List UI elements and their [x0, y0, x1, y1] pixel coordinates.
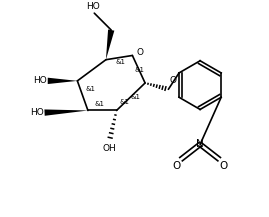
Text: HO: HO	[86, 2, 100, 11]
Text: &1: &1	[134, 67, 144, 73]
Text: HO: HO	[30, 108, 44, 117]
Text: O: O	[219, 161, 228, 171]
Text: O: O	[173, 161, 181, 171]
Text: &1: &1	[131, 94, 141, 100]
Text: N: N	[196, 139, 204, 149]
Text: HO: HO	[33, 76, 47, 85]
Text: OH: OH	[102, 144, 116, 153]
Text: &1: &1	[94, 101, 104, 107]
Text: &1: &1	[115, 59, 125, 65]
Polygon shape	[48, 78, 77, 84]
Text: &1: &1	[120, 99, 130, 105]
Polygon shape	[44, 109, 88, 116]
Text: &1: &1	[86, 86, 96, 92]
Text: O: O	[136, 48, 143, 58]
Text: O: O	[169, 76, 176, 85]
Polygon shape	[106, 30, 114, 60]
